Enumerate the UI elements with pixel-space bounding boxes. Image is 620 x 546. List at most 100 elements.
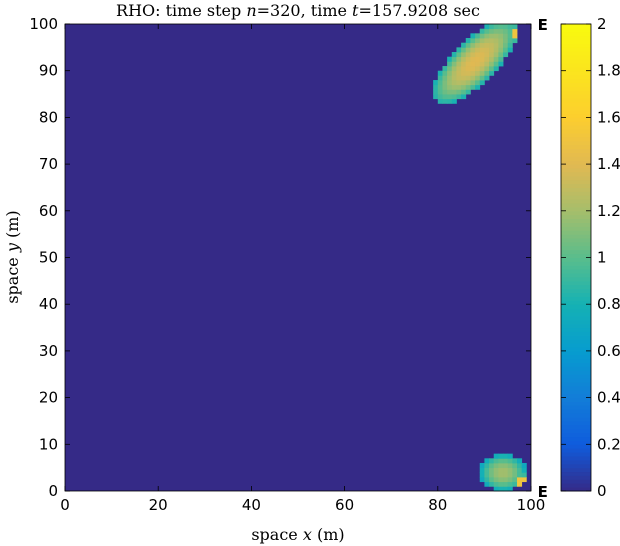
heatmap-cell <box>475 47 481 53</box>
heatmap-cell <box>465 47 471 53</box>
heatmap-cell <box>470 42 476 48</box>
colorbar-band <box>561 62 591 68</box>
colorbar-band <box>561 148 591 153</box>
heatmap-cell <box>470 47 476 53</box>
heatmap-cell <box>451 70 457 76</box>
colorbar-band <box>561 117 591 122</box>
heatmap-cell <box>507 38 513 44</box>
colorbar-band <box>561 249 591 255</box>
heatmap-cell <box>498 61 504 67</box>
heatmap-cell <box>442 70 448 76</box>
heatmap-cell <box>479 56 485 62</box>
heatmap-cell <box>503 486 509 492</box>
chart-title: RHO: time step n=320, time t=157.9208 se… <box>116 1 480 20</box>
colorbar-band <box>561 273 591 278</box>
heatmap-cell <box>465 89 471 95</box>
heatmap-cell <box>503 47 509 53</box>
heatmap-cell <box>451 94 457 100</box>
heatmap-cell <box>442 98 448 104</box>
heatmap-cell <box>461 94 467 100</box>
heatmap-cell <box>503 38 509 44</box>
colorbar-band <box>561 238 591 243</box>
colorbar-tick-label: 0.6 <box>597 342 620 360</box>
heatmap-cell <box>493 66 499 72</box>
colorbar-band <box>561 385 591 391</box>
colorbar-band <box>561 195 591 200</box>
heatmap-cell <box>493 472 499 478</box>
heatmap-cell <box>484 462 490 469</box>
heatmap-cell <box>493 56 499 62</box>
heatmap-cell <box>479 47 485 53</box>
colorbar-tick-label: 0.4 <box>597 389 620 407</box>
colorbar-band <box>561 226 591 231</box>
heatmap-cell <box>498 476 504 483</box>
colorbar-band <box>561 467 591 473</box>
colorbar-band <box>561 463 591 469</box>
colorbar-band <box>561 311 591 317</box>
heatmap-cell <box>465 75 471 81</box>
heatmap-cell <box>461 61 467 67</box>
colorbar-band <box>561 331 591 336</box>
heatmap-cell <box>456 94 462 100</box>
y-tick-label: 60 <box>39 202 58 220</box>
colorbar-ticks: 0 0.2 0.4 0.6 0.8 1 1.2 1.4 1.6 1.8 2 <box>561 15 620 500</box>
xlabel-symbol: x <box>303 525 312 544</box>
heatmap-cell <box>456 75 462 81</box>
colorbar-band <box>561 300 591 305</box>
heatmap-cell <box>451 75 457 81</box>
heatmap-cell <box>507 42 513 48</box>
heatmap-cell <box>465 66 471 72</box>
heatmap-cell <box>489 467 495 473</box>
ylabel-symbol: y <box>3 242 22 253</box>
colorbar-band <box>561 203 591 208</box>
colorbar-band <box>561 459 591 465</box>
heatmap-cell <box>507 472 513 478</box>
heatmap-cell <box>503 462 509 469</box>
colorbar-band <box>561 269 591 274</box>
heatmap-cell <box>442 84 448 90</box>
heatmap-cell <box>503 472 509 478</box>
heatmap-cell <box>484 66 490 72</box>
heatmap-cell <box>503 458 509 464</box>
colorbar-band <box>561 230 591 235</box>
y-tick-label: 40 <box>39 295 58 313</box>
heatmap-cell <box>475 84 481 90</box>
heatmap-cell <box>521 476 527 483</box>
heatmap-cell <box>442 66 448 72</box>
colorbar-band <box>561 292 591 297</box>
title-t-symbol: t <box>352 1 359 20</box>
heatmap-cell <box>479 476 485 483</box>
heatmap-cell <box>498 52 504 58</box>
heatmap-cell <box>461 70 467 76</box>
colorbar-tick-label: 0 <box>597 482 607 500</box>
colorbar-band <box>561 59 591 64</box>
heatmap-cell <box>484 476 490 483</box>
colorbar-band <box>561 354 591 360</box>
heatmap-cell <box>493 476 499 483</box>
heatmap-cell <box>484 42 490 48</box>
heatmap-cell <box>484 38 490 44</box>
heatmap-cell <box>512 462 518 469</box>
colorbar-band <box>561 358 591 364</box>
heatmap-cell <box>479 75 485 81</box>
y-axis-ticks: 0 10 20 30 40 50 60 70 80 90 100 <box>29 15 531 500</box>
heatmap-cell <box>451 98 457 104</box>
heatmap-cell <box>433 80 439 86</box>
colorbar-band <box>561 47 591 52</box>
heatmap-cell <box>465 38 471 44</box>
heatmap-cell <box>479 467 485 473</box>
colorbar-band <box>561 70 591 76</box>
colorbar-band <box>561 55 591 60</box>
x-tick-label: 20 <box>149 496 168 514</box>
colorbar-band <box>561 475 591 480</box>
heatmap-cell <box>498 38 504 44</box>
heatmap-cell <box>442 75 448 81</box>
colorbar-band <box>561 214 591 220</box>
heatmap-cell <box>489 47 495 53</box>
colorbar-band <box>561 210 591 216</box>
y-tick-label: 10 <box>39 435 58 453</box>
heatmap-cell <box>493 33 499 39</box>
colorbar-band <box>561 389 591 395</box>
heatmap-cell <box>451 80 457 86</box>
heatmap-cell <box>493 52 499 58</box>
